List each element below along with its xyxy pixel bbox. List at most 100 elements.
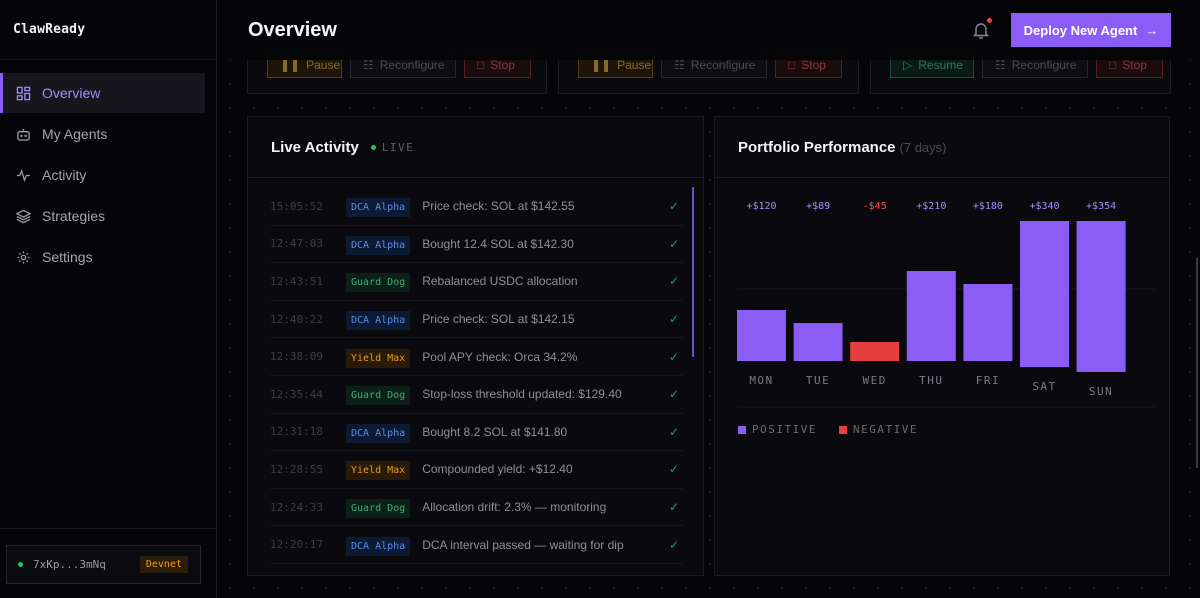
- stop-icon: □: [477, 57, 485, 72]
- activity-time: 12:28:55: [270, 462, 323, 476]
- data-label: +$89: [806, 201, 830, 212]
- agent-tag: DCA Alpha: [346, 235, 411, 255]
- data-label: +$210: [916, 201, 946, 212]
- sliders-icon: ☷: [674, 57, 685, 72]
- topbar: Overview Deploy New Agent →: [218, 0, 1200, 60]
- notification-dot: [987, 18, 992, 23]
- sidebar-item-strategies[interactable]: Strategies: [0, 196, 205, 236]
- activity-row[interactable]: 12:20:17 DCA Alpha DCA interval passed — w…: [270, 526, 683, 564]
- activity-time: 12:38:09: [270, 350, 323, 364]
- activity-message: Bought 12.4 SOL at $142.30: [422, 236, 574, 251]
- sidebar-item-overview[interactable]: Overview: [0, 73, 205, 113]
- activity-row[interactable]: 12:40:22 DCA Alpha Price check: SOL at $14…: [270, 301, 683, 339]
- arrow-right-icon: →: [1145, 22, 1159, 38]
- deploy-new-agent-button[interactable]: Deploy New Agent →: [1011, 13, 1171, 47]
- data-label: +$120: [746, 201, 776, 212]
- bar-fri[interactable]: [963, 284, 1013, 361]
- page-title: Overview: [248, 18, 337, 41]
- agent-tag: DCA Alpha: [346, 536, 411, 556]
- check-icon: ✓: [669, 462, 680, 477]
- sidebar-item-my-agents[interactable]: My Agents: [0, 114, 205, 154]
- activity-row[interactable]: 12:47:03 DCA Alpha Bought 12.4 SOL at $142…: [270, 226, 683, 264]
- sidebar-item-settings[interactable]: Settings: [0, 237, 205, 277]
- activity-message: Price check: SOL at $142.55: [422, 199, 575, 214]
- activity-row[interactable]: 12:28:55 Yield Max Compounded yield: +$12.…: [270, 451, 683, 489]
- activity-time: 12:43:51: [270, 274, 323, 288]
- sidebar-nav: Overview My Agents Activity Strategies S…: [0, 60, 216, 277]
- notifications-button[interactable]: [971, 18, 992, 40]
- check-icon: ✓: [669, 274, 680, 289]
- bell-icon: [972, 23, 990, 39]
- connected-dot: [18, 562, 23, 567]
- sidebar-item-label: Overview: [42, 85, 101, 101]
- data-label: +$354: [1086, 201, 1116, 212]
- chart-legend: POSITIVE NEGATIVE: [738, 423, 918, 436]
- agent-tag: Yield Max: [346, 348, 411, 368]
- wallet-chip[interactable]: 7xKp...3mNq Devnet: [6, 545, 201, 584]
- sidebar-item-label: Strategies: [42, 208, 106, 224]
- data-label: +$180: [973, 201, 1003, 212]
- activity-time: 12:20:17: [270, 538, 323, 552]
- brand-logo[interactable]: ClawReady: [0, 0, 216, 60]
- portfolio-bar-chart: +$120 MON +$89 TUE -$45 WED +$210 THU +$180 FRI +$…: [737, 201, 1155, 408]
- activity-scrollbar[interactable]: [692, 187, 694, 357]
- bar-sat[interactable]: [1020, 221, 1069, 367]
- legend-item-negative[interactable]: NEGATIVE: [838, 423, 918, 436]
- bar-mon[interactable]: [737, 310, 786, 361]
- panel-title: Portfolio Performance (7 days): [738, 138, 947, 156]
- agent-tag: Guard Dog: [346, 499, 411, 519]
- stop-icon: □: [1109, 57, 1117, 72]
- sidebar-item-label: Activity: [42, 167, 87, 183]
- data-label: +$340: [1029, 201, 1059, 212]
- check-icon: ✓: [669, 349, 680, 364]
- activity-message: Compounded yield: +$12.40: [422, 462, 573, 477]
- bar-tue[interactable]: [793, 323, 843, 361]
- gear-icon: [15, 249, 31, 265]
- robot-icon: [15, 126, 31, 142]
- main-content: ❚❚ Pause ☷ Reconfigure □ Stop ❚❚ Pause ☷ Reco…: [218, 0, 1200, 598]
- layers-icon: [15, 208, 31, 224]
- pulse-icon: [15, 167, 31, 183]
- legend-swatch: [738, 426, 746, 434]
- bar-sun[interactable]: [1076, 221, 1126, 372]
- legend-swatch: [838, 426, 847, 434]
- activity-row[interactable]: 12:43:51 Guard Dog Rebalanced USDC allocat…: [270, 263, 683, 301]
- agent-tag: DCA Alpha: [346, 423, 411, 443]
- live-activity-panel: Live Activity LIVE 15:05:52 DCA Alpha Pric…: [247, 116, 704, 576]
- bar-wed[interactable]: [850, 342, 900, 361]
- sliders-icon: ☷: [363, 57, 374, 72]
- activity-row[interactable]: 15:05:52 DCA Alpha Price check: SOL at $14…: [270, 188, 683, 226]
- activity-message: Rebalanced USDC allocation: [422, 274, 578, 289]
- check-icon: ✓: [669, 537, 680, 552]
- live-dot: [370, 144, 376, 150]
- bar-thu[interactable]: [906, 271, 956, 361]
- sidebar-item-activity[interactable]: Activity: [0, 155, 205, 195]
- activity-row[interactable]: 12:24:33 Guard Dog Allocation drift: 2.3% …: [270, 489, 683, 527]
- activity-time: 12:24:33: [270, 500, 323, 514]
- sidebar: ClawReady Overview My Agents Activity St…: [0, 0, 217, 598]
- activity-row[interactable]: 12:35:44 Guard Dog Stop-loss threshold upd…: [270, 376, 683, 414]
- x-tick-label: TUE: [806, 374, 830, 387]
- activity-time: 12:40:22: [270, 312, 323, 326]
- agent-tag: Guard Dog: [346, 273, 411, 293]
- portfolio-panel: Portfolio Performance (7 days) +$120 MON +$…: [714, 116, 1170, 576]
- page-scrollbar[interactable]: [1196, 258, 1198, 468]
- sidebar-item-label: My Agents: [42, 126, 108, 142]
- agent-tag: Yield Max: [346, 461, 411, 481]
- activity-row[interactable]: 12:38:09 Yield Max Pool APY check: Orca 34…: [270, 338, 683, 376]
- sliders-icon: ☷: [995, 57, 1006, 72]
- activity-message: DCA interval passed — waiting for dip: [422, 537, 624, 552]
- x-tick-label: FRI: [976, 374, 1000, 387]
- activity-row[interactable]: 12:31:18 DCA Alpha Bought 8.2 SOL at $141.…: [270, 414, 683, 452]
- legend-item-positive[interactable]: POSITIVE: [738, 423, 817, 436]
- panel-subtitle: (7 days): [899, 139, 947, 155]
- activity-time: 12:35:44: [270, 387, 323, 401]
- activity-message: Bought 8.2 SOL at $141.80: [422, 424, 568, 439]
- panel-title: Live Activity: [271, 138, 359, 156]
- check-icon: ✓: [669, 199, 680, 214]
- pause-icon: ❚❚: [280, 57, 301, 72]
- activity-list[interactable]: 15:05:52 DCA Alpha Price check: SOL at $14…: [270, 188, 683, 564]
- x-tick-label: WED: [863, 374, 887, 387]
- agent-tag: DCA Alpha: [346, 198, 411, 218]
- sidebar-item-label: Settings: [42, 249, 93, 265]
